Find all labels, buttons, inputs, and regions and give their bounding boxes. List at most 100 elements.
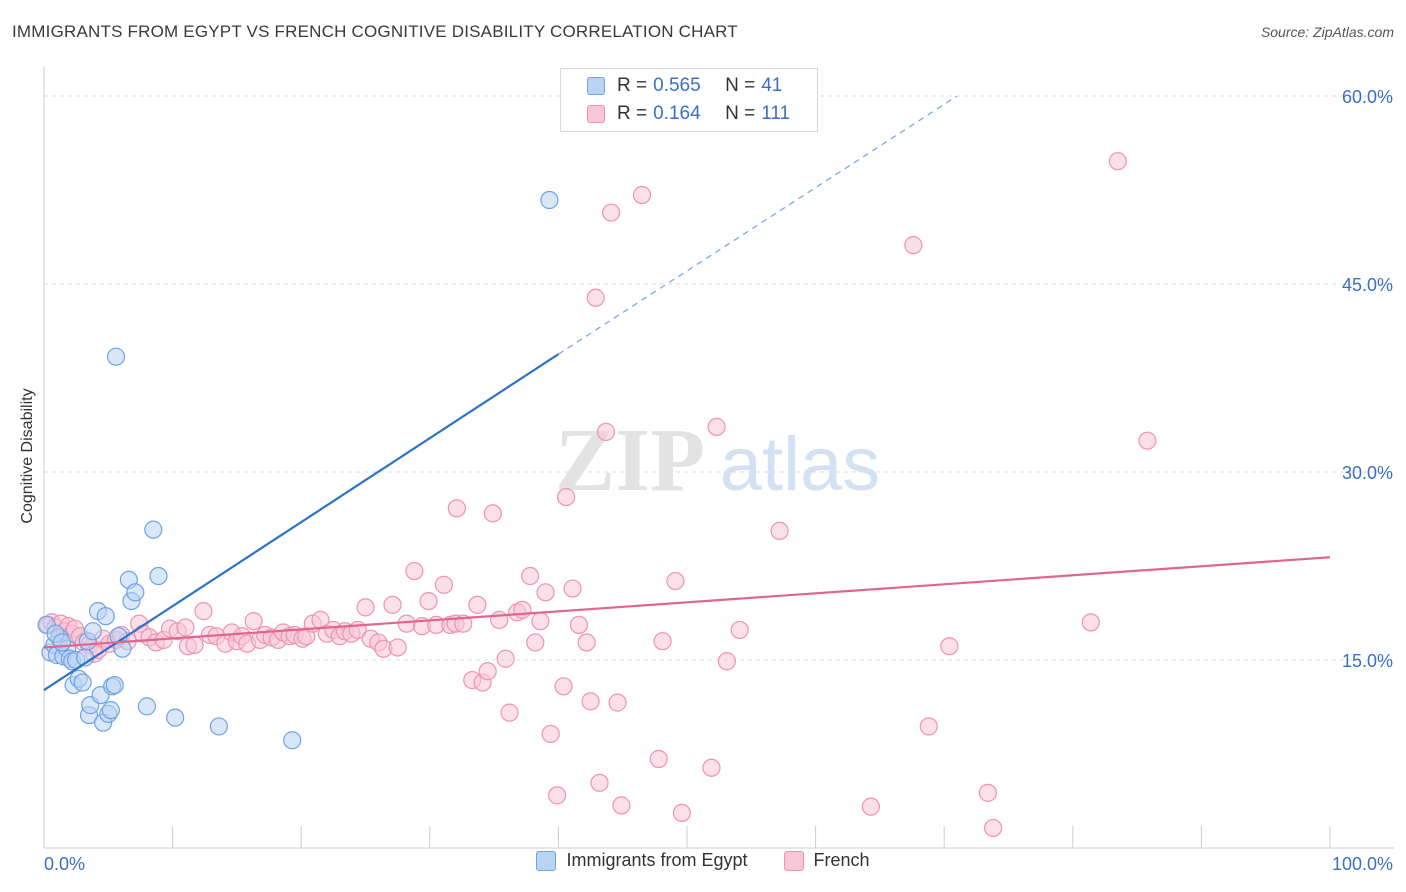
egypt-trend-line <box>43 353 560 692</box>
french-point-27 <box>185 635 204 655</box>
french-point-91 <box>581 692 600 711</box>
french-point-98 <box>632 185 652 205</box>
french-swatch <box>587 105 605 123</box>
egypt-point-25 <box>105 675 124 695</box>
french-point-87 <box>554 677 573 696</box>
french-point-103 <box>702 758 721 777</box>
french-point-93 <box>586 288 605 307</box>
egypt-point-17 <box>83 622 102 641</box>
x-tick-label-0: 0.0% <box>44 854 85 874</box>
chart-title: IMMIGRANTS FROM EGYPT VS FRENCH COGNITIV… <box>12 22 738 41</box>
egypt-point-38 <box>540 190 559 210</box>
egypt-point-12 <box>73 673 92 692</box>
stats-legend-row-french: R = 0.164 N = 111 <box>587 101 790 127</box>
trend-lines <box>43 95 1331 692</box>
french-point-79 <box>513 600 532 619</box>
french-point-80 <box>521 566 540 586</box>
egypt-point-33 <box>144 520 163 539</box>
french-point-76 <box>496 649 515 668</box>
french-point-36 <box>244 612 263 631</box>
french-point-25 <box>176 618 195 637</box>
legend-label-french: French <box>813 850 870 870</box>
french-point-90 <box>577 633 596 652</box>
egypt-point-34 <box>149 566 168 586</box>
french-point-94 <box>596 422 616 441</box>
french-n-value: 111 <box>761 103 791 124</box>
egypt-r-value: 0.565 <box>653 75 701 96</box>
stats-legend-row-egypt: R = 0.565 N = 41 <box>587 73 782 99</box>
french-point-105 <box>717 652 736 671</box>
french-point-77 <box>500 703 519 722</box>
legend-item-french[interactable]: French <box>783 850 870 871</box>
y-tick-label-1: 30.0% <box>1342 463 1393 483</box>
french-point-61 <box>405 561 424 581</box>
watermark-atlas: atlas <box>720 422 881 507</box>
french-point-59 <box>388 638 407 657</box>
egypt-point-31 <box>126 583 145 602</box>
french-point-85 <box>541 724 560 744</box>
egypt-point-21 <box>96 607 115 626</box>
egypt-n-value: 41 <box>761 75 783 96</box>
french-point-107 <box>770 521 789 541</box>
tick-labels: 15.0% 30.0% 45.0% 60.0% 0.0% 100.0% <box>44 87 1393 874</box>
x-tick-label-1: 100.0% <box>1332 854 1393 874</box>
egypt-point-23 <box>101 701 120 720</box>
egypt-point-32 <box>137 697 156 716</box>
french-point-86 <box>557 487 576 507</box>
n-label: N = <box>725 75 756 96</box>
french-point-75 <box>490 610 509 629</box>
series-egypt <box>37 190 559 750</box>
axes <box>43 66 1394 849</box>
egypt-point-37 <box>283 731 302 750</box>
egypt-point-27 <box>113 639 132 658</box>
french-point-97 <box>612 796 631 815</box>
french-point-69 <box>447 499 466 518</box>
french-r-value: 0.164 <box>653 103 701 124</box>
tick-marks <box>172 826 1331 848</box>
french-point-116 <box>1138 431 1157 450</box>
french-point-58 <box>383 595 402 614</box>
french-point-63 <box>419 591 438 611</box>
legend-label-egypt: Immigrants from Egypt <box>566 850 748 870</box>
gridlines <box>44 95 1394 661</box>
french-point-92 <box>590 773 609 792</box>
french-point-28 <box>194 602 213 621</box>
french-point-104 <box>707 417 726 436</box>
chart-source: Source: ZipAtlas.com <box>1260 24 1394 40</box>
french-point-100 <box>653 632 672 651</box>
legend-item-egypt[interactable]: Immigrants from Egypt <box>536 850 748 871</box>
french-point-73 <box>478 662 497 681</box>
r-label: R = <box>617 75 648 96</box>
series-legend: Immigrants from Egypt French <box>0 850 1406 871</box>
french-point-99 <box>649 749 668 769</box>
r-label: R = <box>617 103 648 124</box>
french-point-113 <box>983 818 1003 838</box>
stats-legend: R = 0.565 N = 41 R = 0.164 N = 111 <box>560 68 818 132</box>
french-point-95 <box>602 203 621 222</box>
n-label: N = <box>725 103 756 124</box>
french-point-65 <box>434 575 454 594</box>
watermark-zip: ZIP <box>555 411 705 510</box>
egypt-point-36 <box>209 717 228 736</box>
french-point-54 <box>356 598 375 617</box>
french-point-101 <box>666 571 685 591</box>
french-point-71 <box>468 595 487 614</box>
french-point-111 <box>940 637 959 656</box>
egypt-point-40 <box>52 633 72 652</box>
french-point-96 <box>608 693 627 712</box>
french-point-114 <box>1081 613 1100 632</box>
french-point-83 <box>536 583 555 602</box>
french-point-60 <box>397 614 416 633</box>
french-point-81 <box>526 633 545 652</box>
french-point-82 <box>531 612 550 631</box>
egypt-point-35 <box>166 708 185 727</box>
french-point-84 <box>548 786 567 805</box>
french-point-88 <box>563 579 582 598</box>
y-tick-label-0: 15.0% <box>1342 651 1393 671</box>
watermark: ZIP atlas <box>555 411 880 510</box>
legend-swatch-egypt <box>536 850 557 871</box>
french-point-112 <box>978 783 998 802</box>
french-point-102 <box>672 803 691 823</box>
french-point-89 <box>569 615 589 635</box>
